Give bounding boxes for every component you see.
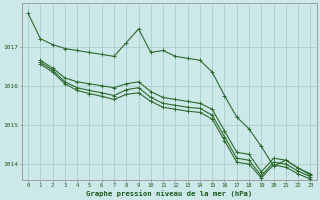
X-axis label: Graphe pression niveau de la mer (hPa): Graphe pression niveau de la mer (hPa) [86,190,252,197]
